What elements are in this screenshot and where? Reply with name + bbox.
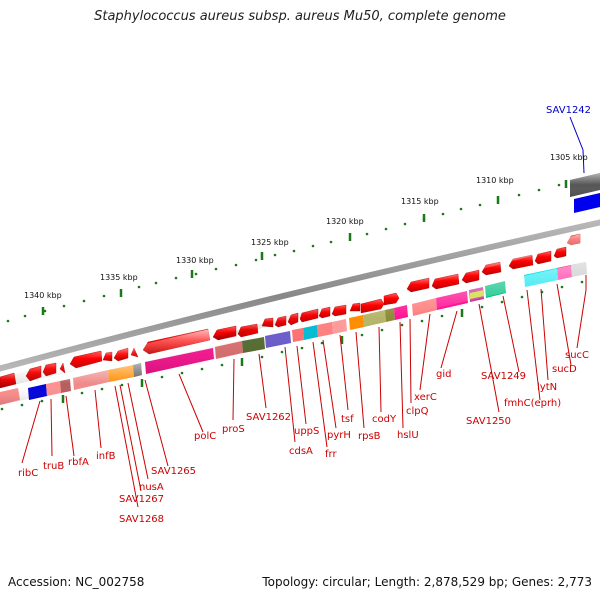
genome-summary-text: Topology: circular; Length: 2,878,529 bp… [262, 575, 592, 589]
scale-label: 1335 kbp [100, 273, 138, 282]
gene-label: SAV1242 [546, 105, 591, 116]
function-lane-shine [0, 234, 587, 405]
scale-label: 1340 kbp [24, 291, 62, 300]
gene-label: hslU [397, 430, 419, 441]
scale-label: 1315 kbp [401, 197, 439, 206]
outer-feature-lane [570, 173, 600, 213]
gene-label: tsf [341, 414, 354, 425]
gene-label: SAV1268 [119, 514, 164, 525]
label-leader-line-blue [569, 116, 585, 174]
scale-label: 1325 kbp [251, 238, 289, 247]
accession-text: Accession: NC_002758 [8, 575, 145, 589]
gene-arrow [383, 292, 400, 306]
gene-label: SAV1267 [119, 494, 164, 505]
gene-label: gid [436, 369, 451, 380]
major-ticks [41, 180, 568, 315]
gene-label: rpsB [358, 431, 381, 442]
gene-label: xerC [414, 392, 437, 403]
gene-label: SAV1249 [481, 371, 526, 382]
gene-label: pyrH [327, 430, 351, 441]
outer-tick-dots [6, 183, 561, 323]
gene-label: sucC [565, 350, 589, 361]
gene-feature [574, 193, 600, 213]
gene-label: polC [194, 431, 216, 442]
label-leader-lines [21, 275, 587, 508]
genome-backbone [0, 219, 600, 372]
gene-label: SAV1262 [246, 412, 291, 423]
scale-label: 1320 kbp [326, 217, 364, 226]
map-title: Staphylococcus aureus subsp. aureus Mu50… [94, 9, 506, 24]
gene-label: lytN [537, 382, 557, 393]
gene-label: codY [372, 414, 397, 425]
gene-label: nusA [139, 482, 164, 493]
gene-label: SAV1250 [466, 416, 511, 427]
gene-label: cdsA [289, 446, 313, 457]
gene-label: fmhC(eprh) [504, 398, 561, 409]
scale-label: 1305 kbp [550, 153, 588, 162]
gene-label: sucD [552, 364, 577, 375]
gene-label: SAV1265 [151, 466, 196, 477]
inner-tick-dots [0, 280, 584, 411]
gene-label: rbfA [68, 457, 89, 468]
gene-label: clpQ [406, 406, 429, 417]
inner-major-ticks [61, 309, 464, 403]
gene-label: frr [325, 449, 337, 460]
scale-label: 1310 kbp [476, 176, 514, 185]
gene-label: proS [222, 424, 245, 435]
gene-arrow [534, 250, 552, 265]
gene-label: truB [43, 461, 64, 472]
scale-label: 1330 kbp [176, 256, 214, 265]
gene-label: uppS [294, 426, 319, 437]
gene-arrow [349, 302, 361, 312]
gene-label: ribC [18, 468, 38, 479]
gene-arrow [553, 246, 567, 259]
gene-label: infB [96, 451, 116, 462]
